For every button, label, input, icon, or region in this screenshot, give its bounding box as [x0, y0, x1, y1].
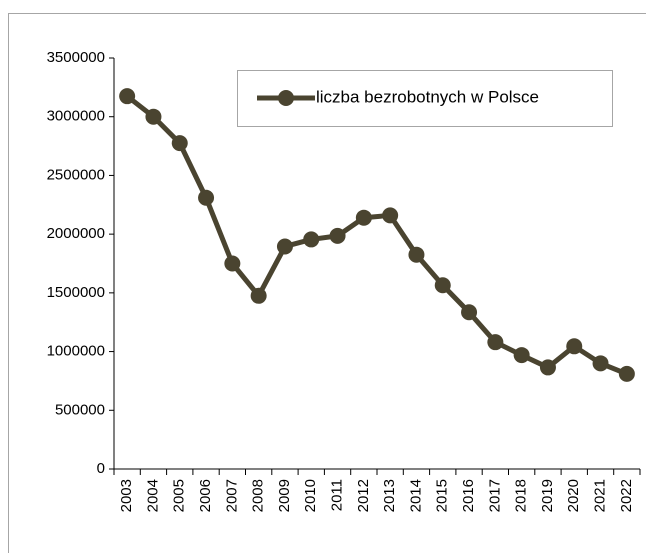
y-tick-label: 1000000	[47, 343, 105, 360]
marker	[592, 355, 609, 372]
marker	[303, 231, 320, 248]
marker	[224, 255, 241, 272]
marker	[487, 334, 504, 351]
marker	[171, 135, 188, 152]
legend-marker	[278, 90, 294, 106]
marker	[434, 277, 451, 294]
x-tick-label: 2012	[355, 479, 372, 512]
y-tick-label: 3000000	[47, 108, 105, 125]
x-tick-label: 2011	[329, 479, 346, 511]
x-tick-label: 2016	[460, 479, 477, 512]
x-tick-label: 2013	[381, 479, 398, 512]
marker	[198, 189, 215, 206]
x-tick-label: 2015	[434, 479, 451, 512]
x-tick-label: 2018	[513, 479, 530, 512]
x-tick-label: 2007	[223, 479, 240, 512]
x-tick-label: 2009	[276, 479, 293, 512]
marker	[119, 88, 136, 105]
marker	[355, 209, 372, 226]
marker	[145, 108, 162, 125]
x-tick-label: 2014	[407, 479, 424, 512]
y-tick-label: 3500000	[47, 49, 105, 66]
marker	[513, 347, 530, 364]
marker	[408, 246, 425, 263]
y-tick-label: 1500000	[47, 284, 105, 301]
x-tick-label: 2021	[592, 479, 609, 512]
y-tick-label: 2000000	[47, 225, 105, 242]
marker	[539, 359, 556, 376]
marker	[461, 304, 478, 321]
x-tick-label: 2006	[197, 479, 214, 512]
x-tick-label: 2022	[618, 479, 635, 512]
x-tick-label: 2017	[486, 479, 503, 512]
legend-label: liczba bezrobotnych w Polsce	[316, 87, 539, 106]
x-tick-label: 2010	[302, 479, 319, 512]
x-tick-label: 2005	[171, 479, 188, 512]
marker	[329, 227, 346, 244]
marker	[618, 365, 635, 382]
x-tick-label: 2004	[144, 479, 161, 512]
x-tick-label: 2019	[539, 479, 556, 512]
y-tick-label: 500000	[55, 401, 105, 418]
x-tick-label: 2020	[565, 479, 582, 512]
marker	[250, 287, 267, 304]
x-tick-label: 2008	[250, 479, 267, 512]
x-tick-label: 2003	[118, 479, 135, 512]
marker	[276, 238, 293, 255]
y-tick-label: 2500000	[47, 166, 105, 183]
y-tick-label: 0	[97, 460, 105, 477]
marker	[382, 207, 399, 224]
marker	[566, 338, 583, 355]
